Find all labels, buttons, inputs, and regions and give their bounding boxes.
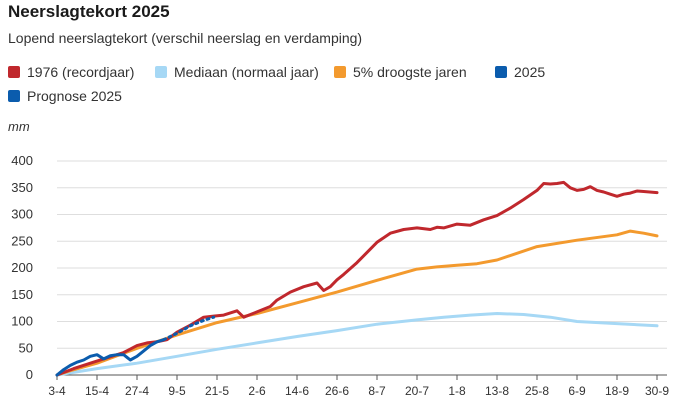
x-tick-label: 9-5 [168, 384, 186, 398]
x-tick-label: 25-8 [525, 384, 549, 398]
legend-label-droogste: 5% droogste jaren [353, 64, 467, 80]
chart-subtitle: Lopend neerslagtekort (verschil neerslag… [8, 30, 363, 46]
y-tick-label: 250 [11, 233, 33, 248]
y-tick-label: 350 [11, 180, 33, 195]
legend-item-2025[interactable]: 2025 [495, 64, 545, 80]
chart-title: Neerslagtekort 2025 [8, 2, 170, 21]
x-tick-label: 6-9 [568, 384, 586, 398]
y-tick-label: 200 [11, 260, 33, 275]
x-tick-label: 26-6 [325, 384, 349, 398]
y-tick-label: 50 [19, 340, 33, 355]
legend-item-droogste[interactable]: 5% droogste jaren [334, 64, 467, 80]
x-tick-layer: 3-4 15-4 27-4 9-5 21-5 2-6 14-6 26-6 8-7 20-7 1-8 1… [48, 375, 669, 398]
x-tick-label: 27-4 [125, 384, 149, 398]
y-axis-unit-label: mm [8, 119, 30, 134]
legend-item-1976[interactable]: 1976 (recordjaar) [8, 64, 134, 80]
x-tick-label: 3-4 [48, 384, 66, 398]
grid-layer [57, 160, 667, 376]
y-tick-label: 400 [11, 153, 33, 168]
x-tick-label: 18-9 [605, 384, 629, 398]
legend-swatch-prognose [8, 90, 20, 102]
x-tick-label: 15-4 [85, 384, 109, 398]
legend-label-2025: 2025 [514, 64, 546, 80]
legend-swatch-mediaan [155, 66, 167, 78]
series-line-prognose-2025[interactable] [162, 315, 216, 342]
x-tick-label: 14-6 [285, 384, 309, 398]
x-tick-label: 13-8 [485, 384, 509, 398]
series-layer [55, 180, 659, 377]
x-tick-label: 8-7 [368, 384, 386, 398]
x-tick-label: 1-8 [448, 384, 466, 398]
y-tick-label: 300 [11, 207, 33, 222]
legend-label-mediaan: Mediaan (normaal jaar) [174, 64, 319, 80]
x-tick-label: 21-5 [205, 384, 229, 398]
legend-swatch-droogste [334, 66, 346, 78]
legend-swatch-2025 [495, 66, 507, 78]
series-line-5-droogste-jaren[interactable] [55, 229, 659, 377]
series-line-mediaan-normaal-jaar[interactable] [55, 312, 659, 377]
x-tick-label: 30-9 [645, 384, 669, 398]
legend-label-1976: 1976 (recordjaar) [27, 64, 135, 80]
y-tick-label: 100 [11, 314, 33, 329]
legend-item-mediaan[interactable]: Mediaan (normaal jaar) [155, 64, 319, 80]
series-line-2025[interactable] [55, 338, 166, 377]
y-tick-label: 150 [11, 287, 33, 302]
y-tick-label: 0 [26, 367, 33, 382]
x-tick-label: 20-7 [405, 384, 429, 398]
legend-swatch-1976 [8, 66, 20, 78]
y-tick-layer: 0 50 100 150 200 250 300 350 400 [11, 153, 33, 382]
legend-label-prognose: Prognose 2025 [27, 88, 122, 104]
x-tick-label: 2-6 [248, 384, 266, 398]
legend-item-prognose[interactable]: Prognose 2025 [8, 88, 122, 104]
